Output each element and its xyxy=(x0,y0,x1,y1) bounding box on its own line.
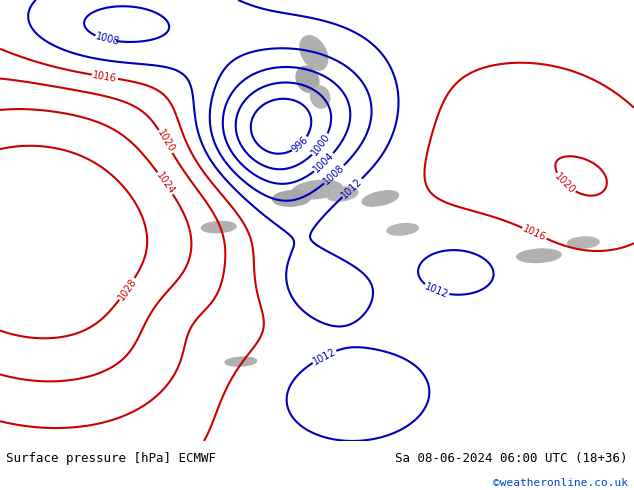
Text: 1008: 1008 xyxy=(95,32,121,48)
Text: 1012: 1012 xyxy=(311,346,337,367)
Text: 1020: 1020 xyxy=(553,171,578,196)
Ellipse shape xyxy=(202,221,236,233)
Text: 1012: 1012 xyxy=(423,281,450,300)
Text: 1016: 1016 xyxy=(521,223,548,243)
Ellipse shape xyxy=(292,180,342,199)
Ellipse shape xyxy=(517,249,561,263)
Ellipse shape xyxy=(311,86,330,108)
Text: 1008: 1008 xyxy=(322,163,347,187)
Ellipse shape xyxy=(567,237,599,248)
Text: 1004: 1004 xyxy=(312,150,337,175)
Text: 1000: 1000 xyxy=(309,132,332,158)
Text: 996: 996 xyxy=(290,134,311,154)
Text: 1024: 1024 xyxy=(154,170,176,196)
Text: ©weatheronline.co.uk: ©weatheronline.co.uk xyxy=(493,478,628,488)
Text: 1016: 1016 xyxy=(92,70,118,84)
Ellipse shape xyxy=(225,357,257,366)
Text: 1020: 1020 xyxy=(155,128,176,155)
Text: Sa 08-06-2024 06:00 UTC (18+36): Sa 08-06-2024 06:00 UTC (18+36) xyxy=(395,452,628,465)
Ellipse shape xyxy=(300,36,328,70)
Ellipse shape xyxy=(387,223,418,235)
Text: 1012: 1012 xyxy=(340,176,365,200)
Text: 1028: 1028 xyxy=(116,276,138,302)
Text: Surface pressure [hPa] ECMWF: Surface pressure [hPa] ECMWF xyxy=(6,452,216,465)
Ellipse shape xyxy=(296,66,319,93)
Ellipse shape xyxy=(327,187,358,201)
Ellipse shape xyxy=(362,191,399,206)
Ellipse shape xyxy=(273,191,311,206)
